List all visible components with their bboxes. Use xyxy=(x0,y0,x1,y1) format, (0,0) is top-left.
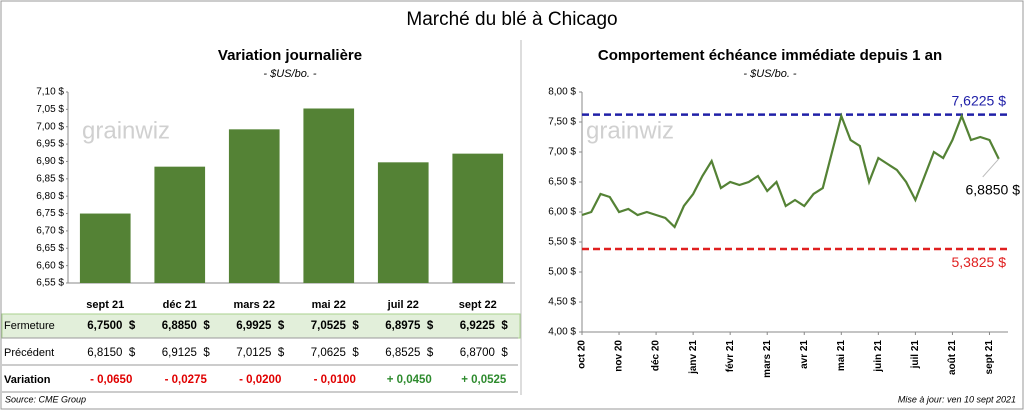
reference-label: 7,6225 $ xyxy=(952,92,1007,108)
table-cell: + 0,0525 xyxy=(461,374,507,386)
table-cell: 6,9125 $ xyxy=(162,347,211,359)
y-tick-label: 6,75 $ xyxy=(36,208,64,219)
y-tick-label: 6,70 $ xyxy=(36,226,64,237)
y-tick-label: 4,50 $ xyxy=(548,297,576,308)
y-tick-label: 7,10 $ xyxy=(36,87,64,98)
table-cell: 6,9225 $ xyxy=(460,320,509,332)
table-cell: 6,9925 $ xyxy=(236,320,285,332)
chart-title: Variation journalière xyxy=(218,47,362,64)
y-tick-label: 6,55 $ xyxy=(36,278,64,289)
y-tick-label: 7,00 $ xyxy=(548,147,576,158)
table-cell: 6,8975 $ xyxy=(385,320,434,332)
y-tick-label: 6,85 $ xyxy=(36,173,64,184)
table-cell: 7,0525 $ xyxy=(311,320,360,332)
x-tick-label: mai 21 xyxy=(836,340,847,372)
table-cell: - 0,0200 xyxy=(239,374,281,386)
x-tick-label: mars 22 xyxy=(233,299,275,311)
chart-subtitle: - $US/bo. - xyxy=(743,68,797,80)
x-tick-label: déc 20 xyxy=(651,340,662,372)
y-tick-label: 7,50 $ xyxy=(548,117,576,128)
table-cell: 6,7500 $ xyxy=(87,320,136,332)
reference-label: 5,3825 $ xyxy=(952,254,1007,270)
x-tick-label: août 21 xyxy=(947,340,958,375)
chart-subtitle: - $US/bo. - xyxy=(263,68,317,80)
source: Source: CME Group xyxy=(5,394,86,404)
y-tick-label: 6,95 $ xyxy=(36,139,64,150)
x-tick-label: juin 21 xyxy=(873,340,884,373)
line-series xyxy=(581,112,1000,229)
y-tick-label: 5,50 $ xyxy=(548,237,576,248)
y-tick-label: 6,50 $ xyxy=(548,177,576,188)
table-cell: 6,8700 $ xyxy=(460,347,509,359)
x-tick-label: mars 21 xyxy=(762,340,773,378)
bar xyxy=(303,108,355,283)
table-cell: 6,8150 $ xyxy=(87,347,136,359)
x-tick-label: déc 21 xyxy=(163,299,197,311)
y-tick-label: 6,60 $ xyxy=(36,260,64,271)
row-label: Variation xyxy=(4,374,51,386)
table-cell: - 0,0650 xyxy=(90,374,132,386)
y-tick-label: 6,80 $ xyxy=(36,191,64,202)
watermark: grainwiz xyxy=(586,117,674,144)
y-tick-label: 6,90 $ xyxy=(36,156,64,167)
chart-title: Comportement échéance immédiate depuis 1… xyxy=(598,47,942,64)
y-tick-label: 6,65 $ xyxy=(36,243,64,254)
row-background xyxy=(1,313,521,339)
bar xyxy=(228,129,280,283)
y-tick-label: 8,00 $ xyxy=(548,87,576,98)
bar xyxy=(452,153,504,283)
bar xyxy=(79,213,131,283)
table-cell: 7,0125 $ xyxy=(236,347,285,359)
x-tick-label: oct 20 xyxy=(577,340,588,369)
table-cell: - 0,0275 xyxy=(165,374,208,386)
y-tick-label: 7,05 $ xyxy=(36,104,64,115)
x-tick-label: juil 21 xyxy=(910,340,921,370)
updated: Mise à jour: ven 10 sept 2021 xyxy=(898,394,1016,404)
y-tick-label: 4,00 $ xyxy=(548,327,576,338)
annotation-leader xyxy=(982,158,1000,178)
x-tick-label: juil 22 xyxy=(387,299,419,311)
bar xyxy=(377,162,429,283)
last-value-label: 6,8850 $ xyxy=(966,182,1021,198)
x-tick-label: avr 21 xyxy=(799,340,810,369)
x-tick-label: mai 22 xyxy=(312,299,346,311)
table-cell: + 0,0450 xyxy=(387,374,432,386)
x-tick-label: sept 21 xyxy=(86,299,124,311)
watermark: grainwiz xyxy=(82,117,170,144)
table-cell: 6,8525 $ xyxy=(385,347,434,359)
y-tick-label: 5,00 $ xyxy=(548,267,576,278)
x-tick-label: sept 21 xyxy=(984,340,995,375)
row-label: Fermeture xyxy=(4,320,55,332)
y-tick-label: 7,00 $ xyxy=(36,121,64,132)
table-cell: - 0,0100 xyxy=(314,374,356,386)
x-tick-label: sept 22 xyxy=(459,299,497,311)
table-cell: 7,0625 $ xyxy=(311,347,360,359)
bar xyxy=(154,166,206,283)
row-label: Précédent xyxy=(4,347,54,359)
y-tick-label: 6,00 $ xyxy=(548,207,576,218)
x-tick-label: nov 20 xyxy=(614,340,625,372)
table-cell: 6,8850 $ xyxy=(162,320,211,332)
page-title: Marché du blé à Chicago xyxy=(406,9,617,30)
x-tick-label: janv 21 xyxy=(688,340,699,375)
x-tick-label: févr 21 xyxy=(725,340,736,373)
